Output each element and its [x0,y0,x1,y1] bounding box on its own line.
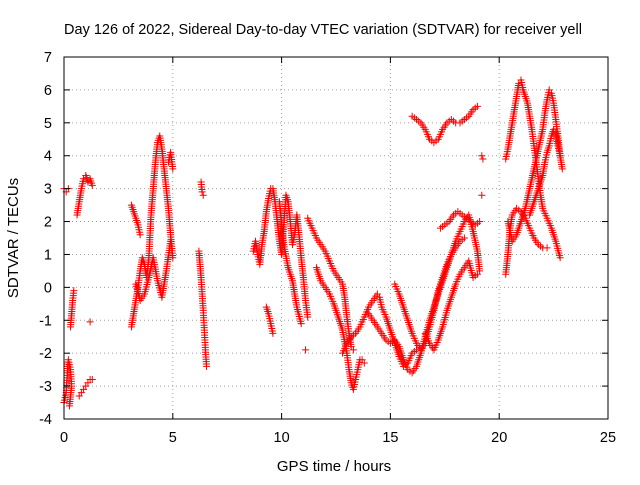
plot-frame [63,56,609,420]
data-point [478,191,486,199]
data-point [86,318,94,326]
y-tick-label: 6 [44,83,52,99]
data-point [360,359,368,367]
y-tick-label: -4 [39,412,52,428]
data-point [203,362,211,370]
y-tick-label: -2 [39,346,52,362]
data-point [169,165,177,173]
data-point [167,237,175,245]
data-point [479,155,487,163]
data-point [136,231,144,239]
y-tick-label: 7 [44,50,52,66]
y-tick-label: 5 [44,116,52,132]
data-point [556,254,564,262]
data-point [169,254,177,262]
x-tick-label: 0 [60,430,68,446]
chart-title: Day 126 of 2022, Sidereal Day-to-day VTE… [64,22,582,38]
y-tick-label: 4 [44,149,52,165]
y-tick-label: -3 [39,379,52,395]
data-point [460,234,468,242]
data-point [199,191,207,199]
x-axis-label: GPS time / hours [277,458,391,475]
gridlines [64,57,608,419]
data-point [269,329,277,337]
x-tick-label: 20 [491,430,507,446]
data-point [558,165,566,173]
x-tick-label: 15 [382,430,398,446]
data-point [198,188,206,196]
axis-ticks: 0 5 10 15 20 25 -4 -3 -2 -1 0 1 2 3 4 5 6 7 [39,50,616,446]
x-tick-label: 25 [600,430,616,446]
y-tick-label: 3 [44,182,52,198]
data-point [70,287,78,295]
data-point [297,320,305,328]
y-axis-label: SDTVAR / TECUs [5,178,22,298]
data-point [304,313,312,321]
y-tick-label: 2 [44,215,52,231]
data-point [478,152,486,160]
data-point [543,244,551,252]
data-point [476,218,484,226]
data-points [60,76,566,410]
y-tick-label: 0 [44,280,52,296]
data-point [556,152,564,160]
data-point [473,270,481,278]
data-point [65,402,73,410]
y-tick-label: 1 [44,247,52,263]
data-point [88,181,96,189]
x-tick-label: 5 [169,430,177,446]
data-point [349,346,357,354]
data-point [88,376,96,384]
data-point [302,346,310,354]
y-tick-label: -1 [39,313,52,329]
data-point [473,102,481,110]
x-tick-label: 10 [274,430,290,446]
